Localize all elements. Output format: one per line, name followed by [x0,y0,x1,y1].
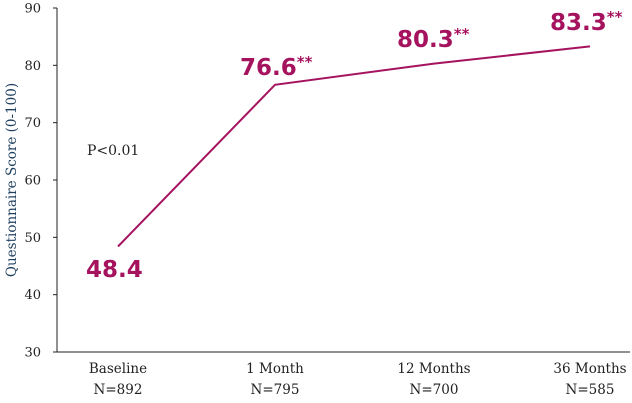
x-tick-label: 36 Months [553,361,626,377]
data-label: 76.6** [240,53,313,81]
significance-marker: ** [454,25,470,43]
x-tick-label: 12 Months [397,361,470,377]
x-tick-label: 1 Month [246,361,304,377]
data-label: 48.4 [86,257,143,283]
x-tick-sample-size: N=700 [410,382,459,398]
data-label-value: 76.6 [240,55,297,81]
y-ticks: 30 40 50 60 70 80 90 [24,2,57,361]
x-tick-sample-size: N=795 [251,382,300,398]
data-label-value: 83.3 [550,10,607,36]
data-labels: 48.476.6**80.3** 83.3** [86,8,623,283]
data-label: 83.3** [550,8,623,36]
y-tick-label: 70 [24,116,41,131]
data-label-value: 48.4 [86,257,143,283]
y-tick-label: 60 [24,174,41,189]
p-value-annotation: P<0.01 [87,143,139,159]
series-group [117,45,591,248]
x-tick-sample-size: N=892 [94,382,143,398]
data-label: 80.3** [397,25,470,53]
data-label-value: 80.3 [397,27,454,53]
x-ticks: Baseline N=892 1 Month N=795 12 Months N=700 3… [89,361,627,398]
y-tick-label: 40 [24,288,41,303]
y-axis-label: Questionnaire Score (0-100) [4,83,20,277]
y-tick-label: 80 [24,59,41,74]
y-tick-label: 30 [24,346,41,361]
series-line [117,45,591,248]
y-tick-label: 90 [24,2,41,17]
x-tick-label: Baseline [89,361,147,377]
significance-marker: ** [607,8,623,26]
significance-marker: ** [297,53,313,71]
x-tick-sample-size: N=585 [566,382,615,398]
axes [56,8,630,353]
y-tick-label: 50 [24,231,41,246]
